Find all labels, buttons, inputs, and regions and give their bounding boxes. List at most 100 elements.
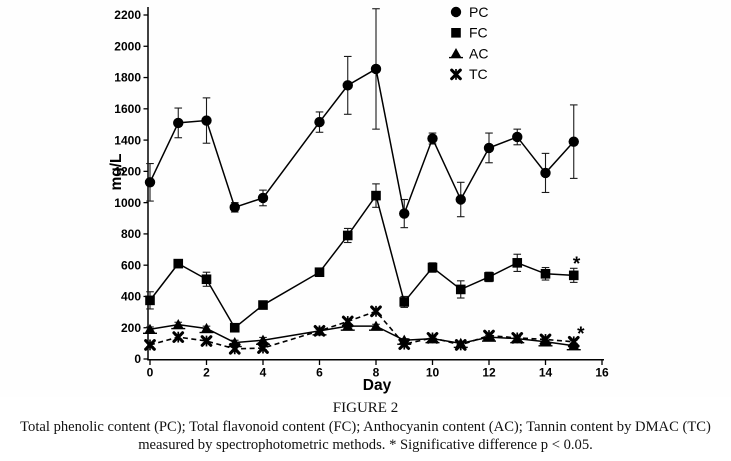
pc-point: [144, 177, 156, 188]
triangle-marker-icon: [257, 334, 269, 345]
x-tick-label: 2: [203, 366, 210, 380]
legend: PC FC AC TC: [449, 4, 488, 82]
square-marker-icon: [145, 295, 155, 306]
ac-point: [369, 320, 383, 331]
pc-point: [229, 202, 240, 213]
y-tick-label: 200: [121, 321, 141, 335]
y-tick-label: 0: [134, 352, 141, 366]
tc-point: [511, 332, 524, 344]
legend-item-pc: PC: [450, 4, 488, 20]
square-marker-icon: [173, 258, 184, 269]
circle-marker-icon: [399, 208, 410, 219]
circle-marker-icon: [455, 194, 466, 205]
square-marker-icon: [540, 268, 551, 279]
square-marker-icon: [451, 28, 461, 38]
legend-marker-square-icon: [451, 28, 461, 38]
fc-point: [484, 272, 494, 282]
legend-label-tc: TC: [469, 66, 488, 82]
legend-marker-triangle-up-icon: [449, 48, 463, 59]
square-marker-icon: [484, 272, 494, 282]
fc-error-bars: [146, 183, 578, 333]
legend-marker-x-cross-icon: [450, 68, 462, 81]
pc-point: [399, 208, 410, 219]
triangle-marker-icon: [201, 322, 212, 333]
y-tick-label: 400: [121, 290, 141, 304]
fc-point: [371, 190, 381, 201]
y-tick-label: 2200: [114, 8, 141, 22]
square-marker-icon: [201, 274, 212, 285]
fc-point: [512, 258, 523, 268]
legend-label-pc: PC: [469, 4, 488, 20]
tc-point: [257, 342, 269, 354]
tc-point: [228, 342, 241, 355]
x-tick-label: 4: [260, 366, 267, 380]
pc-series: [144, 8, 579, 229]
x-tick-label: 0: [147, 366, 154, 380]
y-tick-label: 1800: [114, 71, 141, 85]
triangle-marker-icon: [450, 48, 462, 58]
circle-marker-icon: [427, 133, 438, 144]
x-tick-label: 12: [482, 366, 496, 380]
x-tick-label: 16: [595, 366, 609, 380]
tc-point: [539, 333, 552, 346]
fc-point: [258, 300, 268, 310]
circle-marker-icon: [229, 202, 240, 213]
figure-caption: FIGURE 2 Total phenolic content (PC); To…: [0, 396, 731, 454]
y-tick-label: 1200: [114, 165, 141, 179]
circle-marker-icon: [450, 6, 462, 18]
x-tick-label: 14: [539, 366, 553, 380]
square-marker-icon: [568, 270, 579, 281]
circle-marker-icon: [342, 80, 353, 91]
tc-line: [149, 310, 574, 350]
pc-point: [173, 117, 184, 129]
triangle-marker-icon: [144, 323, 156, 334]
square-marker-icon: [399, 297, 410, 307]
legend-label-fc: FC: [469, 25, 488, 41]
tc-point: [144, 339, 156, 351]
ac-point: [143, 323, 157, 334]
ac-point: [199, 322, 214, 334]
y-tick-label: 1600: [114, 102, 141, 116]
tc-point: [200, 335, 213, 347]
pc-point: [540, 167, 551, 179]
square-marker-icon: [258, 300, 268, 310]
fc-point: [314, 267, 325, 278]
square-marker-icon: [314, 267, 325, 278]
y-tick-label: 1000: [114, 196, 141, 210]
axes: 0 200 400 600 800 1000 1200 1400 1600 1800 2000 220…: [114, 7, 609, 380]
fc-point: [342, 230, 353, 241]
pc-point: [455, 194, 466, 205]
tc-point: [313, 325, 326, 337]
pc-point: [370, 63, 382, 75]
caption-title: FIGURE 2: [332, 400, 399, 416]
fc-point: [427, 262, 438, 273]
pc-point: [314, 116, 325, 128]
pc-point: [512, 131, 523, 143]
tc-series: [144, 305, 580, 355]
square-marker-icon: [342, 230, 353, 241]
pc-point: [483, 142, 495, 154]
square-marker-icon: [512, 258, 523, 268]
tc-point: [426, 332, 439, 344]
legend-item-fc: FC: [451, 25, 488, 41]
circle-marker-icon: [568, 136, 579, 147]
caption-line-1: Total phenolic content (PC); Total flavo…: [20, 419, 711, 435]
pc-point: [201, 115, 212, 126]
significance-asterisk: *: [577, 324, 585, 345]
pc-line: [149, 67, 575, 217]
fc-line: [149, 193, 574, 329]
figure-2-chart: 0 200 400 600 800 1000 1200 1400 1600 1800 2000 220…: [108, 3, 609, 394]
y-tick-label: 600: [121, 258, 141, 272]
fc-point: [201, 274, 212, 285]
tc-point: [370, 305, 382, 318]
fc-point: [399, 297, 410, 307]
x-tick-label: 6: [316, 366, 323, 380]
pc-point: [342, 80, 353, 91]
y-tick-label: 1400: [114, 133, 141, 147]
tc-point: [341, 315, 354, 328]
pc-point: [257, 192, 269, 204]
x-tick-label: 8: [373, 366, 380, 380]
tc-point: [483, 329, 495, 342]
ac-line: [149, 323, 574, 347]
fc-point: [540, 268, 551, 279]
